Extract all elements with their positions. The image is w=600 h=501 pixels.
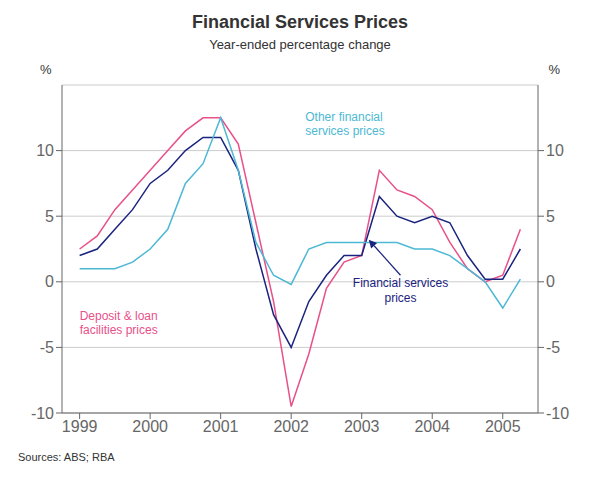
svg-text:0: 0 (546, 273, 555, 290)
svg-text:10: 10 (36, 142, 54, 159)
html-text:Sources: ABS; RBA: Sources: ABS; RBA (18, 451, 115, 463)
svg-text:Financial servicesprices: Financial servicesprices (353, 276, 448, 304)
svg-text:2005: 2005 (485, 418, 521, 435)
svg-text:2000: 2000 (132, 418, 168, 435)
svg-text:5: 5 (45, 208, 54, 225)
svg-text:5: 5 (546, 208, 555, 225)
svg-text:0: 0 (45, 273, 54, 290)
svg-text:Other financialservices prices: Other financialservices prices (305, 109, 384, 137)
svg-text:2003: 2003 (344, 418, 380, 435)
svg-text:2001: 2001 (203, 418, 239, 435)
html-text:Year-ended percentage change: Year-ended percentage change (209, 37, 391, 52)
svg-text:-10: -10 (546, 405, 569, 422)
svg-text:-5: -5 (546, 339, 560, 356)
svg-text:-10: -10 (31, 405, 54, 422)
svg-text:2002: 2002 (273, 418, 309, 435)
svg-text:Deposit & loanfacilities price: Deposit & loanfacilities prices (80, 309, 158, 337)
svg-text:1999: 1999 (62, 418, 98, 435)
svg-text:10: 10 (546, 142, 564, 159)
svg-text:2004: 2004 (414, 418, 450, 435)
svg-text:-5: -5 (40, 339, 54, 356)
html-text:Financial Services Prices: Financial Services Prices (191, 12, 409, 32)
